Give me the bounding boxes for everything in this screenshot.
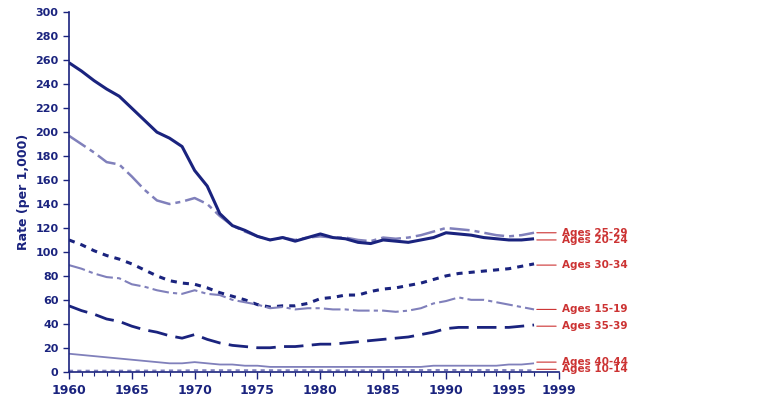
Text: Ages 40-44: Ages 40-44 xyxy=(537,357,627,367)
Text: Ages 30-34: Ages 30-34 xyxy=(537,260,627,270)
Y-axis label: Rate (per 1,000): Rate (per 1,000) xyxy=(17,134,30,250)
Text: Ages 35-39: Ages 35-39 xyxy=(537,321,627,331)
Text: Ages 10-14: Ages 10-14 xyxy=(537,364,627,374)
Text: Ages 25-29: Ages 25-29 xyxy=(537,228,627,238)
Text: Ages 15-19: Ages 15-19 xyxy=(537,304,627,314)
Text: Ages 20-24: Ages 20-24 xyxy=(537,235,627,245)
